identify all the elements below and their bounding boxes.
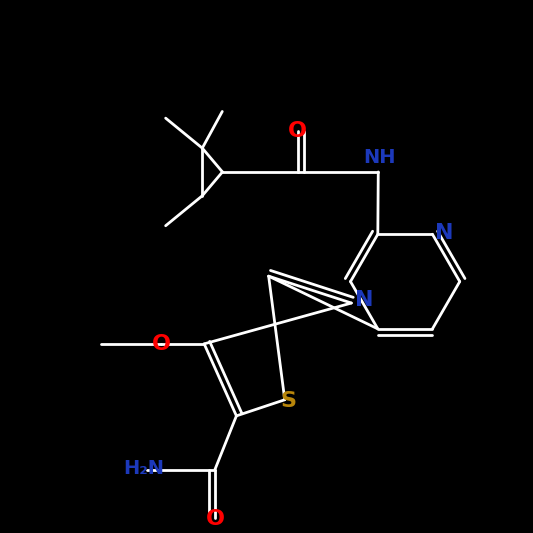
Text: O: O [205,510,224,529]
Text: N: N [356,290,374,310]
Text: N: N [435,223,454,243]
Text: O: O [288,121,307,141]
Text: S: S [280,391,296,411]
Text: NH: NH [364,148,396,167]
Text: H₂N: H₂N [123,459,164,478]
Text: O: O [152,334,171,354]
